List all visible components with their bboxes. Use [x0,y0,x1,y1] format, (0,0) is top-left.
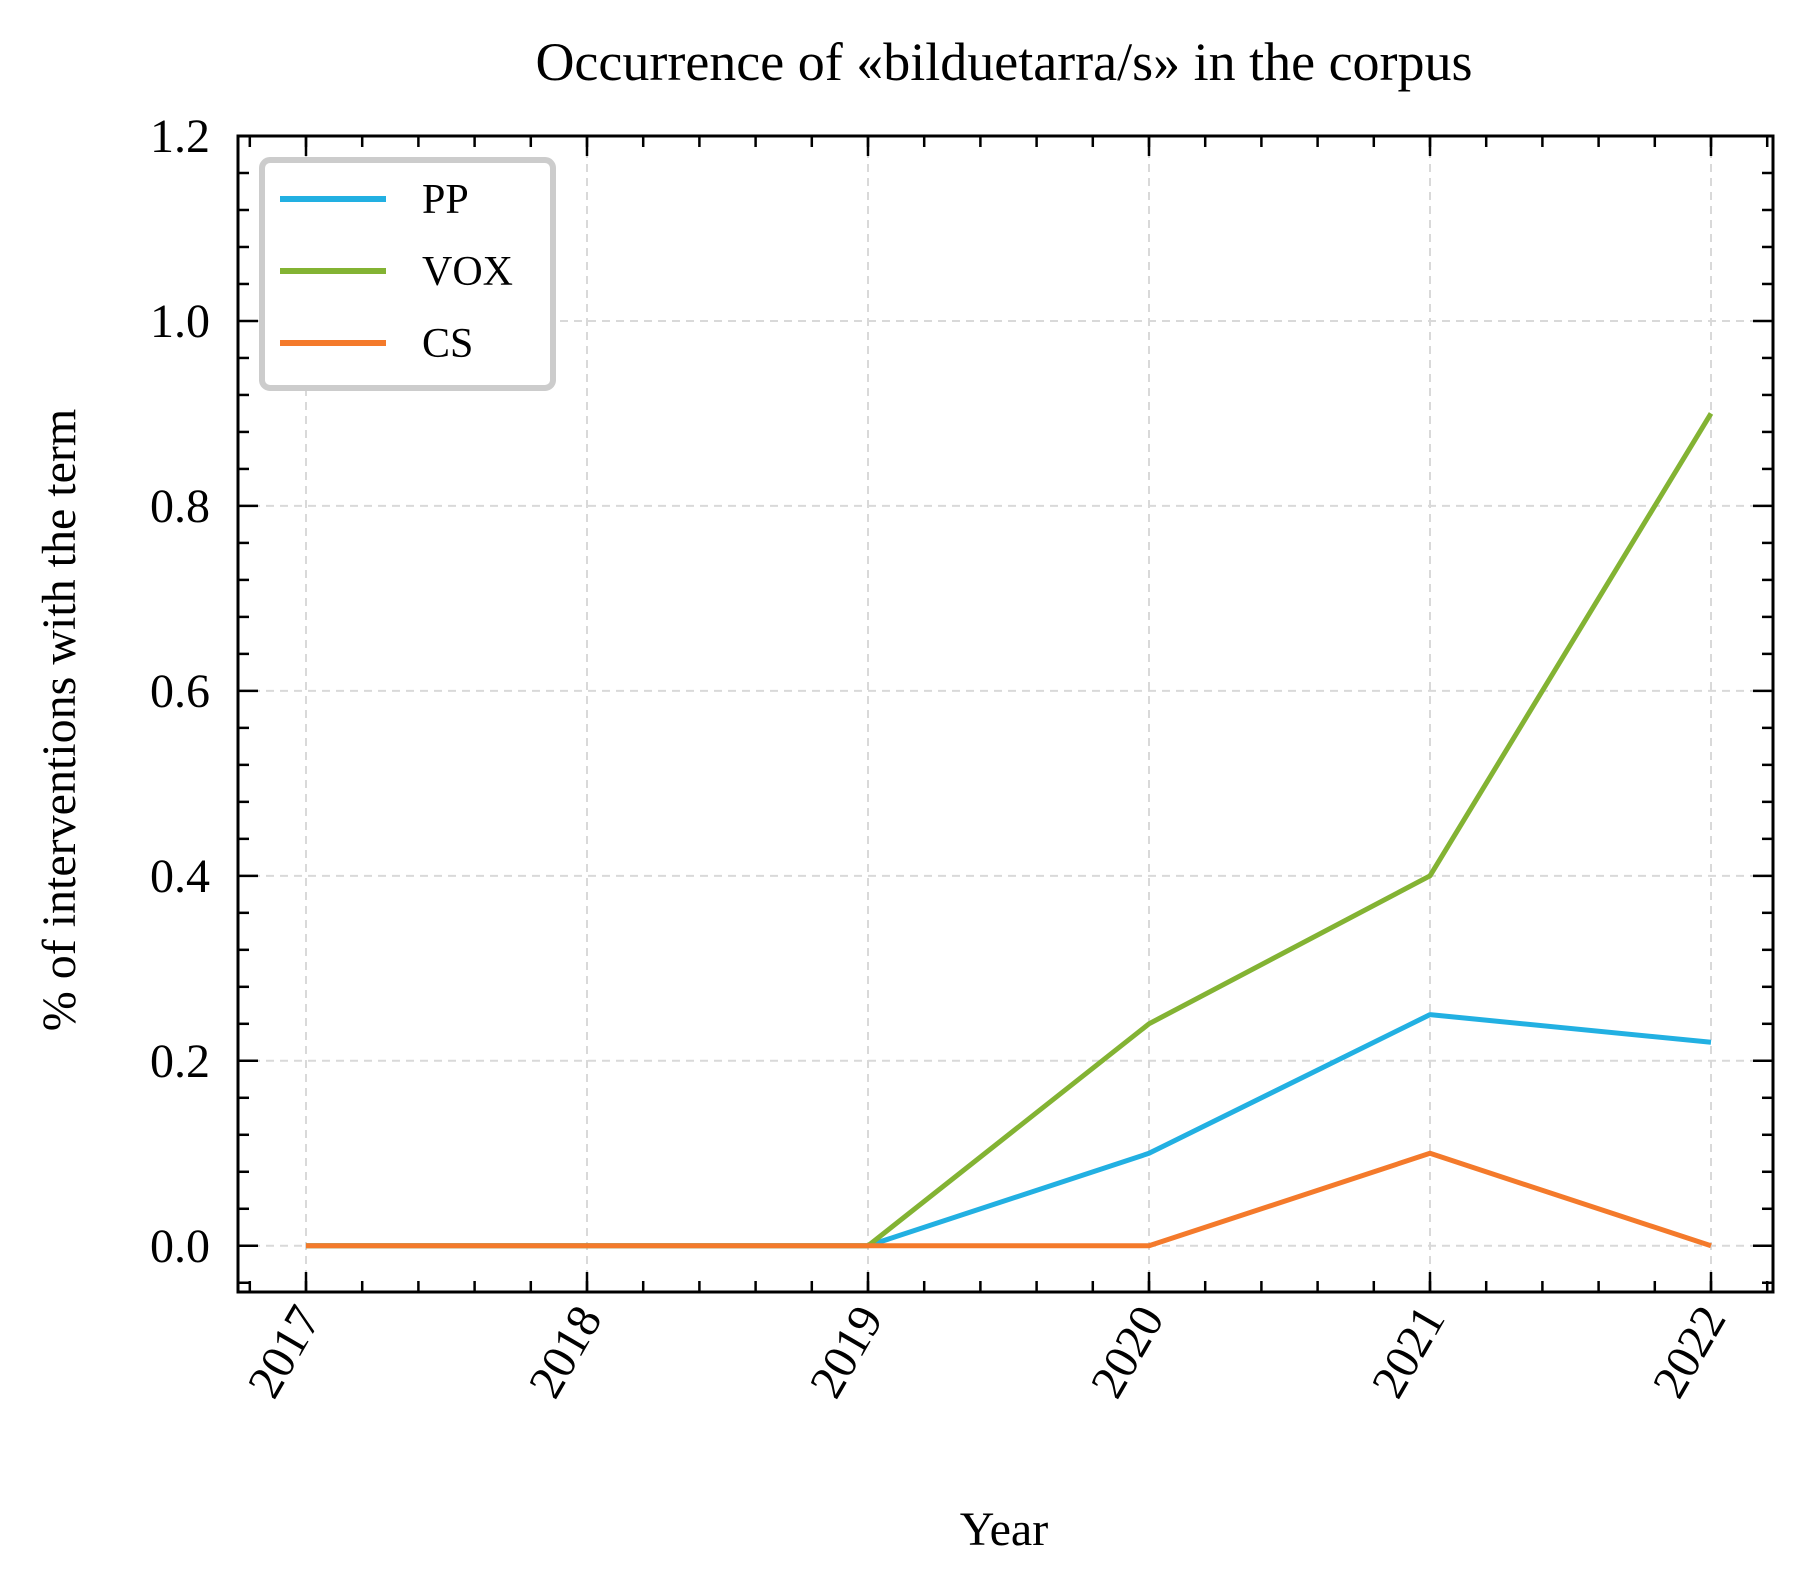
y-tick-label: 1.0 [150,295,210,348]
plot-frame [236,134,1775,1294]
series-line-cs [306,1150,1712,1249]
series-line-vox [306,412,1714,1249]
y-tick-label: 0.6 [150,665,210,718]
x-tick-label: 2022 [1643,1297,1737,1407]
legend: PP VOX CS [259,157,556,391]
legend-box [259,157,556,391]
series-line-pp [306,1012,1712,1249]
plot-frame-rect [236,134,1775,1294]
series-lines [306,412,1714,1249]
x-tick-label: 2020 [1081,1297,1175,1407]
legend-label-cs: CS [422,321,473,367]
y-tick-label: 0.4 [150,850,210,903]
y-tick-label: 0.2 [150,1035,210,1088]
y-tick-label: 0.8 [150,480,210,533]
axis-ticks [238,134,1773,1292]
x-axis-label: Year [960,1503,1048,1556]
legend-label-vox: VOX [422,249,513,295]
y-tick-label: 1.2 [150,110,210,163]
y-tick-label: 0.0 [150,1220,210,1273]
y-axis-label: % of interventions with the term [33,409,86,1032]
chart-title: Occurrence of «bilduetarra/s» in the cor… [535,32,1472,92]
x-tick-label: 2021 [1362,1297,1456,1407]
x-tick-label: 2017 [238,1297,332,1407]
x-tick-label: 2019 [800,1297,894,1407]
x-tick-label: 2018 [519,1297,613,1407]
legend-label-pp: PP [422,177,469,223]
